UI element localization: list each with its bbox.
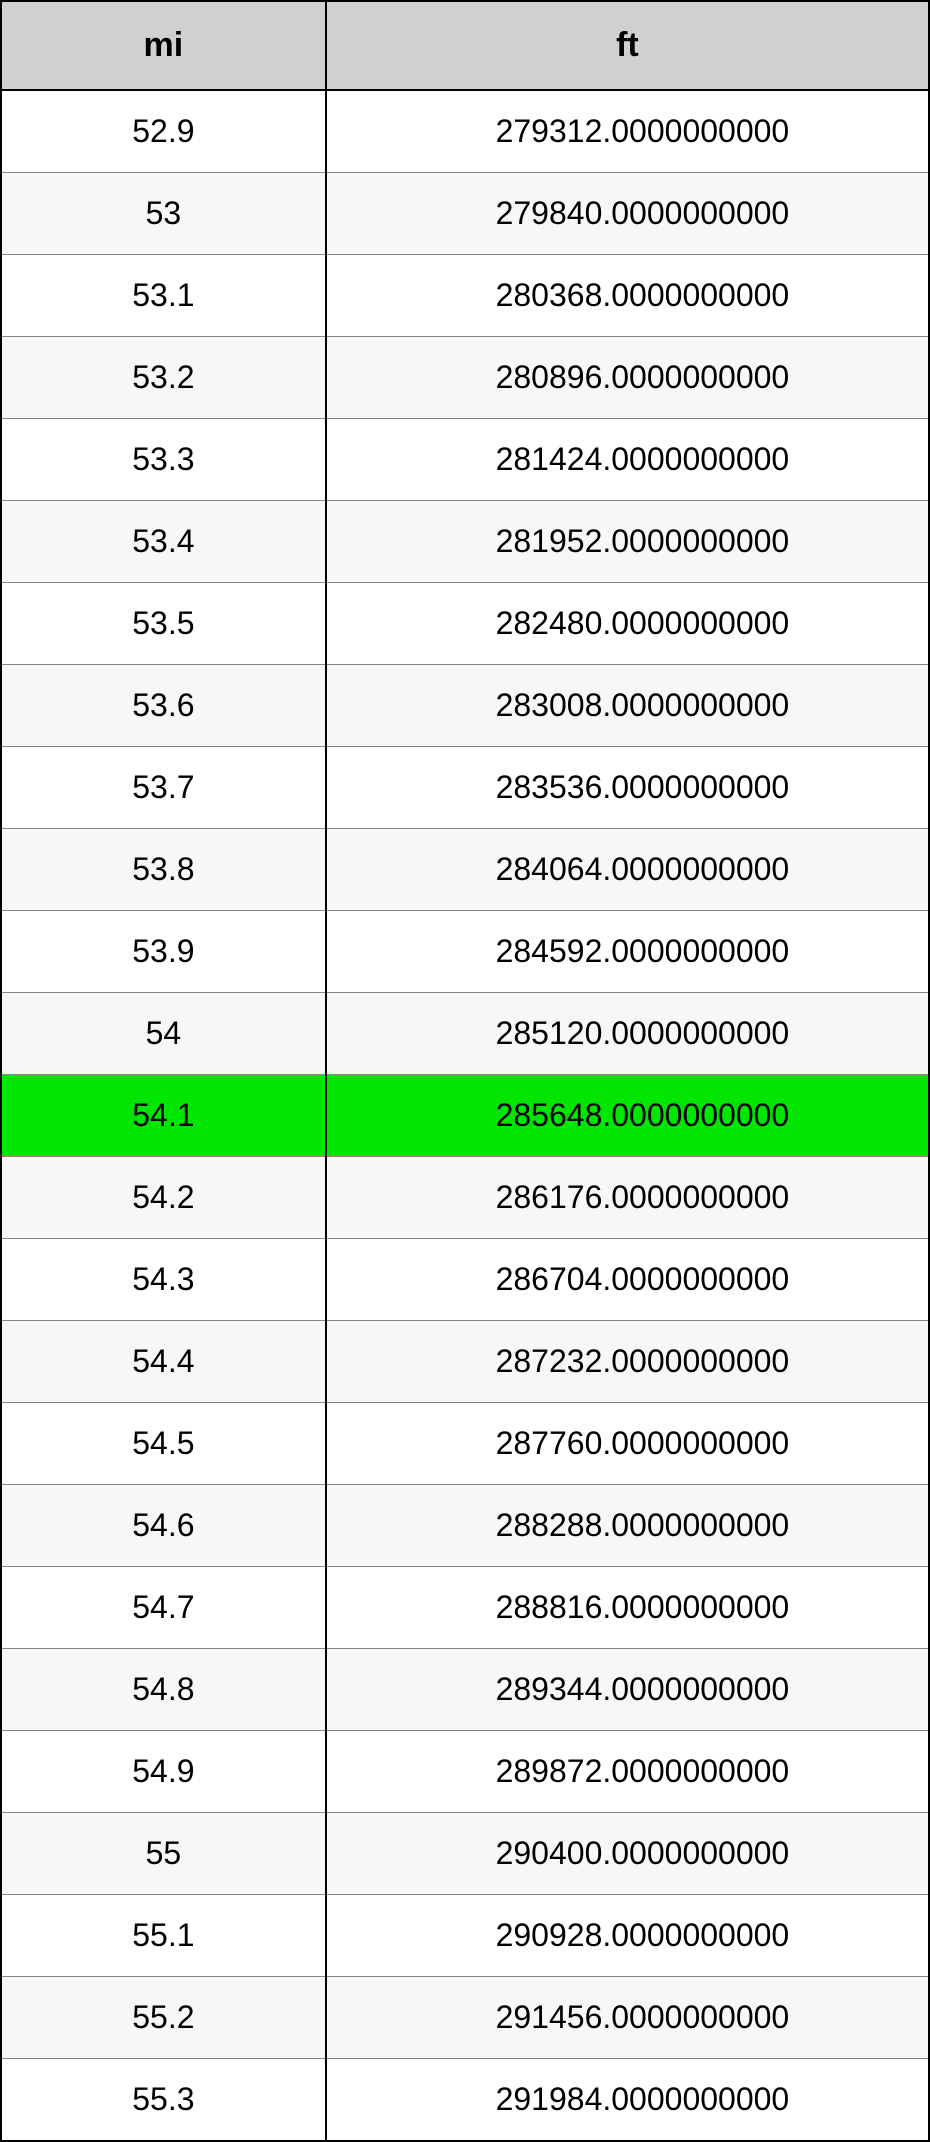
- table-row: 53.9284592.0000000000: [1, 911, 929, 993]
- cell-ft: 281424.0000000000: [326, 419, 929, 501]
- table-row: 53.1280368.0000000000: [1, 255, 929, 337]
- column-header-mi: mi: [1, 1, 326, 90]
- cell-mi: 54.3: [1, 1239, 326, 1321]
- cell-mi: 55.2: [1, 1977, 326, 2059]
- cell-ft: 288288.0000000000: [326, 1485, 929, 1567]
- cell-mi: 54.2: [1, 1157, 326, 1239]
- cell-ft: 286176.0000000000: [326, 1157, 929, 1239]
- cell-ft: 287760.0000000000: [326, 1403, 929, 1485]
- cell-mi: 53.2: [1, 337, 326, 419]
- table-row: 54.9289872.0000000000: [1, 1731, 929, 1813]
- cell-ft: 288816.0000000000: [326, 1567, 929, 1649]
- cell-ft: 282480.0000000000: [326, 583, 929, 665]
- table-row: 54.4287232.0000000000: [1, 1321, 929, 1403]
- cell-ft: 280896.0000000000: [326, 337, 929, 419]
- cell-ft: 291984.0000000000: [326, 2059, 929, 2142]
- cell-mi: 53.6: [1, 665, 326, 747]
- table-row: 53279840.0000000000: [1, 173, 929, 255]
- cell-ft: 280368.0000000000: [326, 255, 929, 337]
- table-row: 54.7288816.0000000000: [1, 1567, 929, 1649]
- cell-ft: 290400.0000000000: [326, 1813, 929, 1895]
- cell-mi: 55.3: [1, 2059, 326, 2142]
- cell-mi: 52.9: [1, 90, 326, 173]
- cell-ft: 290928.0000000000: [326, 1895, 929, 1977]
- cell-mi: 55.1: [1, 1895, 326, 1977]
- table-row: 54.6288288.0000000000: [1, 1485, 929, 1567]
- cell-ft: 279312.0000000000: [326, 90, 929, 173]
- cell-mi: 54: [1, 993, 326, 1075]
- cell-ft: 285120.0000000000: [326, 993, 929, 1075]
- cell-ft: 279840.0000000000: [326, 173, 929, 255]
- cell-ft: 284592.0000000000: [326, 911, 929, 993]
- table-row: 53.5282480.0000000000: [1, 583, 929, 665]
- column-header-ft: ft: [326, 1, 929, 90]
- cell-mi: 53.5: [1, 583, 326, 665]
- table-header-row: mi ft: [1, 1, 929, 90]
- table-row: 54.8289344.0000000000: [1, 1649, 929, 1731]
- table-row: 55.3291984.0000000000: [1, 2059, 929, 2142]
- cell-mi: 53: [1, 173, 326, 255]
- cell-ft: 281952.0000000000: [326, 501, 929, 583]
- cell-mi: 53.7: [1, 747, 326, 829]
- cell-mi: 54.4: [1, 1321, 326, 1403]
- cell-ft: 285648.0000000000: [326, 1075, 929, 1157]
- cell-ft: 283536.0000000000: [326, 747, 929, 829]
- cell-mi: 54.1: [1, 1075, 326, 1157]
- table-row: 54.3286704.0000000000: [1, 1239, 929, 1321]
- cell-ft: 287232.0000000000: [326, 1321, 929, 1403]
- table-row: 53.8284064.0000000000: [1, 829, 929, 911]
- table-row: 54.5287760.0000000000: [1, 1403, 929, 1485]
- cell-mi: 54.8: [1, 1649, 326, 1731]
- cell-mi: 53.8: [1, 829, 326, 911]
- cell-mi: 53.4: [1, 501, 326, 583]
- cell-mi: 54.6: [1, 1485, 326, 1567]
- cell-ft: 284064.0000000000: [326, 829, 929, 911]
- cell-mi: 53.9: [1, 911, 326, 993]
- table-row: 53.3281424.0000000000: [1, 419, 929, 501]
- conversion-table: mi ft 52.9279312.000000000053279840.0000…: [0, 0, 930, 2142]
- table-row: 53.6283008.0000000000: [1, 665, 929, 747]
- cell-ft: 291456.0000000000: [326, 1977, 929, 2059]
- table-row: 53.4281952.0000000000: [1, 501, 929, 583]
- table-row: 53.2280896.0000000000: [1, 337, 929, 419]
- cell-mi: 54.7: [1, 1567, 326, 1649]
- cell-ft: 286704.0000000000: [326, 1239, 929, 1321]
- table-row: 54285120.0000000000: [1, 993, 929, 1075]
- cell-mi: 55: [1, 1813, 326, 1895]
- cell-ft: 289344.0000000000: [326, 1649, 929, 1731]
- cell-mi: 54.9: [1, 1731, 326, 1813]
- cell-ft: 283008.0000000000: [326, 665, 929, 747]
- table-row: 54.1285648.0000000000: [1, 1075, 929, 1157]
- cell-mi: 53.1: [1, 255, 326, 337]
- cell-mi: 53.3: [1, 419, 326, 501]
- table-row: 55290400.0000000000: [1, 1813, 929, 1895]
- table-row: 52.9279312.0000000000: [1, 90, 929, 173]
- cell-mi: 54.5: [1, 1403, 326, 1485]
- table-row: 53.7283536.0000000000: [1, 747, 929, 829]
- table-row: 55.2291456.0000000000: [1, 1977, 929, 2059]
- table-row: 55.1290928.0000000000: [1, 1895, 929, 1977]
- table-body: 52.9279312.000000000053279840.0000000000…: [1, 90, 929, 2141]
- table-row: 54.2286176.0000000000: [1, 1157, 929, 1239]
- cell-ft: 289872.0000000000: [326, 1731, 929, 1813]
